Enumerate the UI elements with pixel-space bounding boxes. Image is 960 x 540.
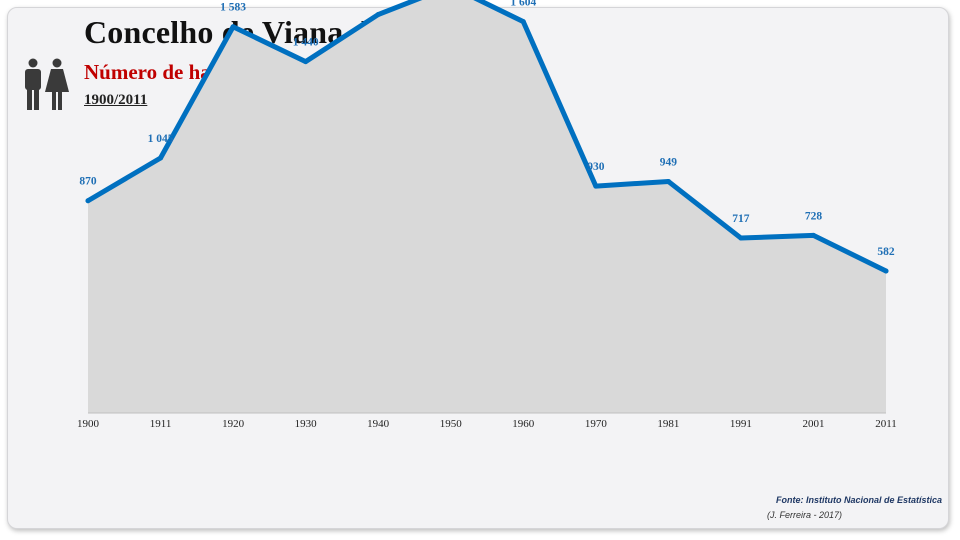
x-tick-label: 1970 (585, 418, 608, 430)
data-point (593, 183, 599, 189)
data-label: 717 (732, 213, 750, 225)
source-note: Fonte: Instituto Nacional de Estatística (775, 495, 942, 505)
data-label: 1 045 (148, 133, 174, 145)
x-tick-label: 1911 (150, 418, 172, 430)
data-point (85, 198, 91, 204)
data-label: 1 604 (510, 0, 536, 9)
data-label: 1 583 (220, 2, 246, 14)
x-tick-label: 2011 (875, 418, 897, 430)
x-tick-label: 1930 (295, 418, 318, 430)
x-tick-label: 1991 (730, 418, 752, 430)
chart-period: 1900/2011 (84, 92, 148, 108)
series-line (85, 0, 889, 274)
data-point (158, 155, 164, 161)
x-tick-label: 1960 (512, 418, 535, 430)
data-label: 1 440 (293, 37, 319, 49)
data-point (230, 24, 236, 30)
x-tick-label: 1920 (222, 418, 245, 430)
data-point (375, 12, 381, 18)
x-tick-label: 1900 (77, 418, 100, 430)
data-label: 870 (79, 176, 97, 188)
data-point (883, 268, 889, 274)
data-label: 930 (587, 161, 605, 173)
data-point (810, 232, 816, 238)
data-label: 582 (877, 246, 895, 258)
data-label: 1 633 (365, 0, 391, 2)
data-label: 949 (660, 156, 678, 168)
x-tick-label: 1950 (440, 418, 463, 430)
data-point (665, 178, 671, 184)
data-point (303, 59, 309, 65)
area-fill (88, 0, 886, 413)
author-note: (J. Ferreira - 2017) (767, 510, 843, 520)
x-tick-label: 1940 (367, 418, 390, 430)
data-point (520, 19, 526, 25)
data-point (738, 235, 744, 241)
people-icon (25, 58, 69, 110)
x-tick-label: 2001 (802, 418, 824, 430)
x-tick-label: 1981 (657, 418, 679, 430)
data-label: 728 (805, 210, 823, 222)
